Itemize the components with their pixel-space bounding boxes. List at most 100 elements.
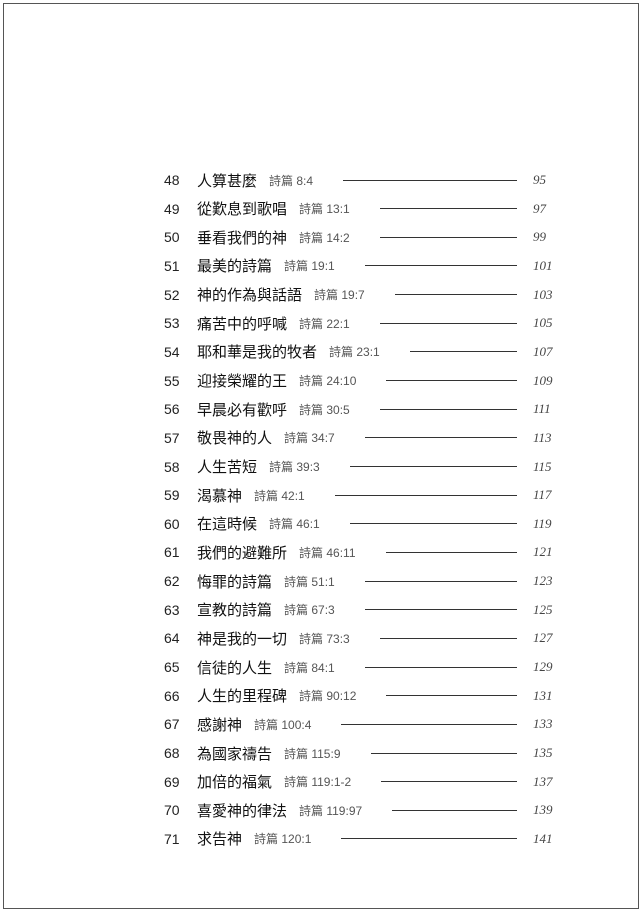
entry-main: 宣教的詩篇 詩篇 67:3 <box>197 599 517 620</box>
toc-entry[interactable]: 52 神的作為與話語 詩篇 19:7 103 <box>0 281 644 309</box>
entry-main: 信徒的人生 詩篇 84:1 <box>197 657 517 678</box>
entry-page-number: 115 <box>533 458 552 474</box>
entry-title: 耶和華是我的牧者 <box>197 343 318 362</box>
entry-main: 為國家禱告 詩篇 115:9 <box>197 743 517 764</box>
entry-main: 人生苦短 詩篇 39:3 <box>197 456 517 477</box>
leader-line <box>381 781 517 783</box>
entry-title: 神是我的一切 <box>197 629 288 648</box>
leader-line <box>386 695 517 697</box>
entry-page-number: 139 <box>533 802 553 818</box>
leader-line <box>349 466 517 467</box>
toc-entry[interactable]: 60 在這時候 詩篇 46:1 119 <box>0 510 644 538</box>
entry-title: 宣教的詩篇 <box>197 601 273 620</box>
entry-main: 求告神 詩篇 120:1 <box>197 828 517 849</box>
entry-number: 48 <box>164 172 180 188</box>
entry-number: 70 <box>164 802 180 819</box>
entry-page-number: 107 <box>533 343 553 359</box>
toc-entry[interactable]: 62 悔罪的詩篇 詩篇 51:1 123 <box>0 567 644 595</box>
toc-entry[interactable]: 65 信徒的人生 詩篇 84:1 129 <box>0 653 644 681</box>
entry-verse: 詩篇 39:3 <box>269 460 320 474</box>
toc-entry[interactable]: 68 為國家禱告 詩篇 115:9 135 <box>0 739 644 767</box>
entry-page-number: 111 <box>533 401 551 417</box>
toc-entry[interactable]: 50 垂看我們的神 詩篇 14:2 99 <box>0 223 644 251</box>
entry-number: 49 <box>164 200 180 217</box>
entry-verse: 詩篇 30:5 <box>299 402 350 417</box>
leader-line <box>364 265 517 267</box>
entry-number: 53 <box>164 315 180 332</box>
entry-verse: 詩篇 51:1 <box>284 574 335 589</box>
entry-title: 喜愛神的律法 <box>197 801 288 820</box>
entry-number: 56 <box>164 401 180 418</box>
entry-main: 渴慕神 詩篇 42:1 <box>197 485 517 506</box>
entry-page-number: 135 <box>533 745 553 760</box>
toc-entry[interactable]: 61 我們的避難所 詩篇 46:11 121 <box>0 538 644 566</box>
entry-verse: 詩篇 90:12 <box>299 689 357 704</box>
toc-entry[interactable]: 55 迎接榮耀的王 詩篇 24:10 109 <box>0 367 644 395</box>
entry-page-number: 119 <box>533 515 552 531</box>
entry-verse: 詩篇 42:1 <box>254 488 305 503</box>
entry-number: 69 <box>164 773 180 790</box>
entry-main: 早晨必有歡呼 詩篇 30:5 <box>197 399 517 420</box>
entry-page-number: 109 <box>533 372 553 388</box>
entry-verse: 詩篇 19:1 <box>284 259 335 274</box>
entry-main: 感謝神 詩篇 100:4 <box>197 714 517 735</box>
toc-entry[interactable]: 54 耶和華是我的牧者 詩篇 23:1 107 <box>0 338 644 366</box>
toc-entry[interactable]: 57 敬畏神的人 詩篇 34:7 113 <box>0 424 644 452</box>
entry-verse: 詩篇 46:11 <box>299 545 356 560</box>
entry-page-number: 101 <box>533 257 553 273</box>
entry-title: 早晨必有歡呼 <box>197 400 288 419</box>
entry-verse: 詩篇 115:9 <box>284 746 341 761</box>
entry-title: 在這時候 <box>197 515 258 534</box>
entry-number: 65 <box>164 659 180 676</box>
toc-entry[interactable]: 69 加倍的福氣 詩篇 119:1-2 137 <box>0 768 644 796</box>
leader-line <box>341 723 517 725</box>
toc-entry[interactable]: 66 人生的里程碑 詩篇 90:12 131 <box>0 682 644 710</box>
entry-main: 喜愛神的律法 詩篇 119:97 <box>197 800 517 821</box>
leader-line <box>364 666 517 668</box>
entry-title: 為國家禱告 <box>197 744 273 763</box>
entry-page-number: 125 <box>533 601 553 617</box>
entry-main: 垂看我們的神 詩篇 14:2 <box>197 227 517 248</box>
entry-page-number: 123 <box>533 573 553 589</box>
entry-number: 60 <box>164 515 180 532</box>
toc-entry[interactable]: 56 早晨必有歡呼 詩篇 30:5 111 <box>0 395 644 423</box>
entry-main: 敬畏神的人 詩篇 34:7 <box>197 427 517 448</box>
toc-entry[interactable]: 51 最美的詩篇 詩篇 19:1 101 <box>0 252 644 280</box>
toc-entry[interactable]: 64 神是我的一切 詩篇 73:3 127 <box>0 624 644 652</box>
entry-page-number: 137 <box>533 773 553 789</box>
entry-title: 痛苦中的呼喊 <box>197 314 288 333</box>
toc-entry[interactable]: 58 人生苦短 詩篇 39:3 115 <box>0 453 644 481</box>
leader-line <box>392 809 517 811</box>
entry-page-number: 113 <box>533 429 552 445</box>
entry-main: 悔罪的詩篇 詩篇 51:1 <box>197 571 517 592</box>
entry-verse: 詩篇 119:1-2 <box>284 775 352 790</box>
entry-page-number: 99 <box>533 229 546 245</box>
entry-verse: 詩篇 34:7 <box>284 431 335 446</box>
entry-title: 敬畏神的人 <box>197 429 273 448</box>
toc-entry[interactable]: 48 人算甚麼 詩篇 8:4 95 <box>0 166 644 194</box>
toc-entry[interactable]: 67 感謝神 詩篇 100:4 133 <box>0 710 644 738</box>
entry-number: 61 <box>164 544 180 561</box>
toc-entry[interactable]: 71 求告神 詩篇 120:1 141 <box>0 825 644 853</box>
entry-main: 神的作為與話語 詩篇 19:7 <box>197 284 517 305</box>
entry-main: 神是我的一切 詩篇 73:3 <box>197 628 517 649</box>
entry-page-number: 121 <box>533 544 553 560</box>
entry-verse: 詩篇 119:97 <box>299 803 363 818</box>
toc-entry[interactable]: 70 喜愛神的律法 詩篇 119:97 139 <box>0 796 644 824</box>
entry-title: 加倍的福氣 <box>197 773 273 792</box>
entry-main: 人算甚麼 詩篇 8:4 <box>197 170 517 191</box>
leader-line <box>379 236 517 238</box>
entry-number: 59 <box>164 487 180 504</box>
entry-verse: 詩篇 73:3 <box>299 631 350 646</box>
toc-entry[interactable]: 59 渴慕神 詩篇 42:1 117 <box>0 481 644 509</box>
toc-entry[interactable]: 53 痛苦中的呼喊 詩篇 22:1 105 <box>0 309 644 337</box>
entry-page-number: 95 <box>533 172 546 187</box>
entry-verse: 詩篇 84:1 <box>284 660 335 675</box>
entry-number: 54 <box>164 343 180 360</box>
entry-title: 悔罪的詩篇 <box>197 572 273 591</box>
toc-entry[interactable]: 63 宣教的詩篇 詩篇 67:3 125 <box>0 596 644 624</box>
entry-verse: 詩篇 14:2 <box>299 230 350 245</box>
toc-entry[interactable]: 49 從歎息到歌唱 詩篇 13:1 97 <box>0 195 644 223</box>
entry-title: 垂看我們的神 <box>197 228 288 247</box>
entry-number: 51 <box>164 257 180 274</box>
